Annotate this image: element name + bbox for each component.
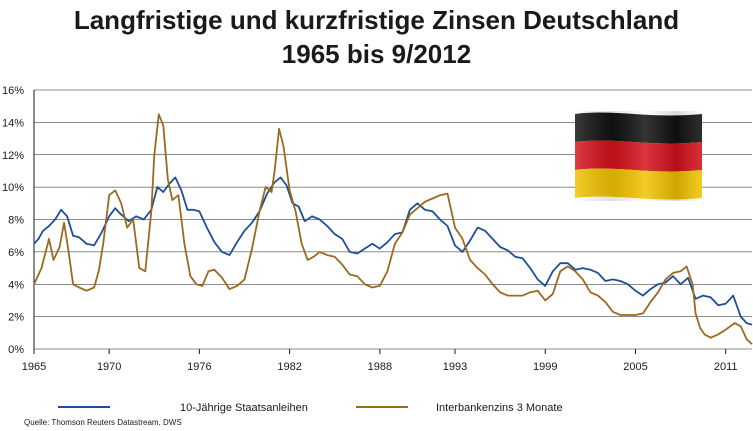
x-tick-label: 1965 — [22, 361, 46, 373]
axes: 0% 2% 4% 6% 8% 10% 12% 14% 16% 1965 1970 1976 1982 19… — [2, 85, 738, 373]
x-tick-label: 1976 — [187, 361, 211, 373]
x-tick-label: 1988 — [368, 361, 392, 373]
y-tick-label: 4% — [8, 279, 24, 291]
x-tick-label: 2005 — [623, 361, 647, 373]
series-line-3m-interbankenzins — [33, 113, 753, 345]
x-tick-label: 1982 — [277, 361, 301, 373]
y-tick-label: 8% — [8, 215, 24, 227]
chart-title-line2: 1965 bis 9/2012 — [281, 39, 472, 69]
legend-label-10y: 10-Jährige Staatsanleihen — [180, 402, 308, 414]
x-tick-label: 1993 — [443, 361, 467, 373]
y-tick-label: 6% — [8, 247, 24, 259]
y-tick-label: 10% — [2, 182, 24, 194]
x-tick-label: 2011 — [714, 361, 738, 373]
series-lines — [33, 113, 753, 345]
source-note: Quelle: Thomson Reuters Datastream, DWS — [24, 418, 182, 427]
legend-label-3m: Interbankenzins 3 Monate — [436, 402, 563, 414]
series-line-10y-staatsanleihen — [33, 176, 753, 326]
y-tick-label: 14% — [2, 117, 24, 129]
y-tick-label: 2% — [8, 312, 24, 324]
legend: 10-Jährige Staatsanleihen Interbankenzin… — [58, 402, 563, 414]
chart-title-line1: Langfristige und kurzfristige Zinsen Deu… — [73, 5, 680, 35]
y-tick-label: 12% — [2, 150, 24, 162]
flag-shading — [575, 111, 702, 201]
y-tick-label: 0% — [8, 344, 24, 356]
y-tick-label: 16% — [2, 85, 24, 97]
x-tick-label: 1970 — [97, 361, 121, 373]
x-tick-label: 1999 — [533, 361, 557, 373]
germany-flag-image — [575, 111, 702, 201]
